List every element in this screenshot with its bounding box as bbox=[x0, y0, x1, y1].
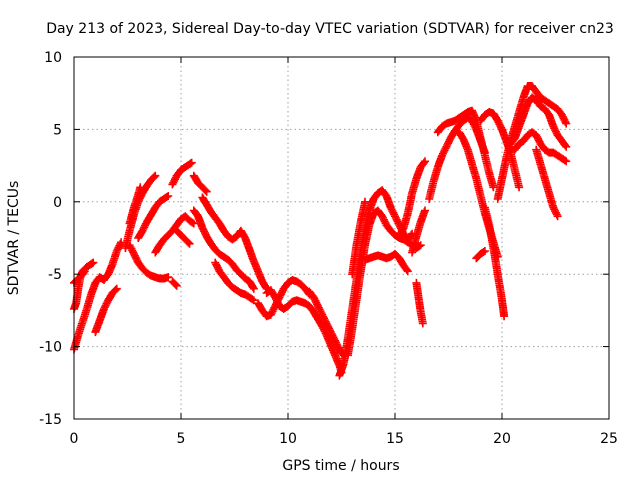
series-marker-path bbox=[168, 277, 181, 290]
y-tick-label: -5 bbox=[48, 267, 62, 283]
series-marker-path bbox=[348, 197, 369, 279]
series-arc-34 bbox=[506, 93, 571, 151]
series-arc-13 bbox=[189, 206, 258, 293]
series-arc-22 bbox=[348, 197, 369, 279]
series-marker-path bbox=[412, 278, 427, 328]
series-arc-15 bbox=[189, 171, 211, 196]
y-tick-label: -10 bbox=[39, 340, 62, 356]
series-arc-35 bbox=[510, 128, 571, 166]
y-tick-labels: -15 -10 -5 0 5 10 bbox=[39, 50, 62, 428]
series-arc-24 bbox=[395, 157, 429, 241]
series-marker-path bbox=[189, 206, 258, 293]
series-marker-path bbox=[408, 206, 429, 257]
x-tick-label: 25 bbox=[600, 431, 618, 447]
series-marker-path bbox=[506, 93, 571, 151]
series-marker-path bbox=[433, 106, 498, 192]
y-tick-label: 5 bbox=[53, 122, 62, 138]
series-marker-path bbox=[305, 287, 348, 360]
x-tick-labels: 0 5 10 15 20 25 bbox=[70, 431, 618, 447]
series-marker-path bbox=[211, 258, 258, 305]
y-tick-label: 0 bbox=[53, 195, 62, 211]
series-marker-path bbox=[532, 145, 562, 221]
y-tick-label: -15 bbox=[39, 412, 62, 428]
series-arc-4 bbox=[91, 284, 121, 337]
series-arc-19 bbox=[305, 287, 348, 360]
series-marker-path bbox=[91, 284, 121, 337]
chart-title: Day 213 of 2023, Sidereal Day-to-day VTE… bbox=[46, 21, 614, 37]
series-arc-25 bbox=[408, 206, 429, 257]
series-arc-8 bbox=[134, 192, 173, 242]
x-tick-label: 15 bbox=[386, 431, 404, 447]
y-tick-label: 10 bbox=[44, 50, 62, 66]
series-marker-path bbox=[151, 212, 198, 257]
data-marks bbox=[70, 82, 571, 380]
series-arc-18 bbox=[262, 286, 346, 377]
series-marker-path bbox=[134, 192, 173, 242]
x-axis-label: GPS time / hours bbox=[282, 458, 399, 474]
series-marker-path bbox=[198, 193, 271, 293]
series-arc-23 bbox=[361, 249, 412, 276]
series-marker-path bbox=[262, 286, 346, 377]
series-arc-10 bbox=[168, 277, 181, 290]
series-marker-path bbox=[168, 158, 196, 189]
plot-frame bbox=[73, 56, 610, 420]
series-marker-path bbox=[343, 206, 425, 360]
x-tick-label: 0 bbox=[70, 431, 79, 447]
series-marker-path bbox=[472, 247, 489, 263]
series-marker-path bbox=[125, 241, 173, 283]
series-marker-path bbox=[480, 203, 509, 321]
series-arc-26 bbox=[412, 278, 427, 328]
series-arc-6 bbox=[125, 183, 145, 228]
series-arc-21 bbox=[343, 206, 425, 360]
series-arc-12 bbox=[172, 226, 194, 248]
series-arc-30 bbox=[472, 247, 489, 263]
series-arc-16 bbox=[211, 258, 258, 305]
x-tick-label: 20 bbox=[493, 431, 511, 447]
series-arc-9 bbox=[151, 212, 198, 257]
series-marker-path bbox=[125, 183, 145, 228]
series-marker-path bbox=[189, 171, 211, 196]
series-marker-path bbox=[361, 249, 412, 276]
x-tick-label: 10 bbox=[279, 431, 297, 447]
axis-ticks bbox=[73, 56, 610, 420]
series-arc-7 bbox=[125, 241, 173, 283]
series-marker-path bbox=[395, 157, 429, 241]
series-arc-28 bbox=[433, 106, 498, 192]
series-arc-14 bbox=[198, 193, 271, 293]
series-marker-path bbox=[172, 226, 194, 248]
x-tick-label: 5 bbox=[177, 431, 186, 447]
series-arc-31 bbox=[480, 203, 509, 321]
series-arc-36 bbox=[532, 145, 562, 221]
series-arc-11 bbox=[168, 158, 196, 189]
series-marker-path bbox=[510, 128, 571, 166]
y-axis-label: SDTVAR / TECUs bbox=[6, 181, 22, 296]
